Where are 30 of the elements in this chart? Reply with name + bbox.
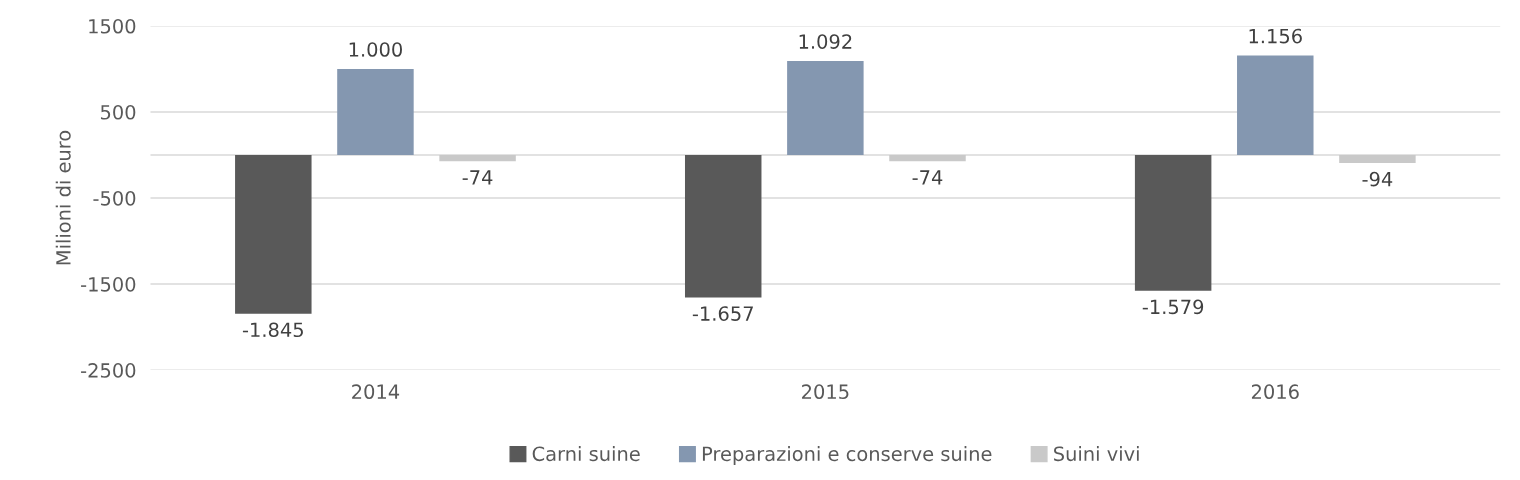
bar <box>1339 154 1416 164</box>
y-tick-label: 500 <box>100 104 136 120</box>
y-tick-label: -2500 <box>81 363 136 378</box>
y-tick-label: -1500 <box>81 277 136 292</box>
legend-label: Preparazioni e conserve suine <box>702 446 992 465</box>
bar <box>1237 55 1314 155</box>
data-label: 1.092 <box>799 34 852 49</box>
data-label: -1.657 <box>692 306 753 321</box>
data-label: 1.000 <box>349 42 402 57</box>
data-label: -1.845 <box>242 322 303 338</box>
y-axis-title: Milioni di euro <box>55 130 71 265</box>
data-label: 1.156 <box>1249 28 1302 44</box>
bar <box>787 61 864 155</box>
data-label: -74 <box>912 170 943 185</box>
bar <box>1134 154 1212 291</box>
bar <box>684 154 762 298</box>
data-label: -1.579 <box>1142 299 1204 315</box>
x-tick-label: 2014 <box>352 384 400 400</box>
bar <box>889 154 966 162</box>
legend-label: Suini vivi <box>1054 446 1139 462</box>
bar <box>235 154 312 314</box>
data-label: -94 <box>1362 171 1393 187</box>
x-tick-label: 2016 <box>1251 384 1299 400</box>
legend-label: Carni suine <box>532 446 640 462</box>
data-label: -74 <box>462 170 493 185</box>
x-tick-label: 2015 <box>802 384 849 400</box>
y-tick-label: -500 <box>93 190 136 206</box>
y-tick-label: 1500 <box>89 18 136 34</box>
bar <box>439 154 516 162</box>
bar <box>337 68 414 155</box>
